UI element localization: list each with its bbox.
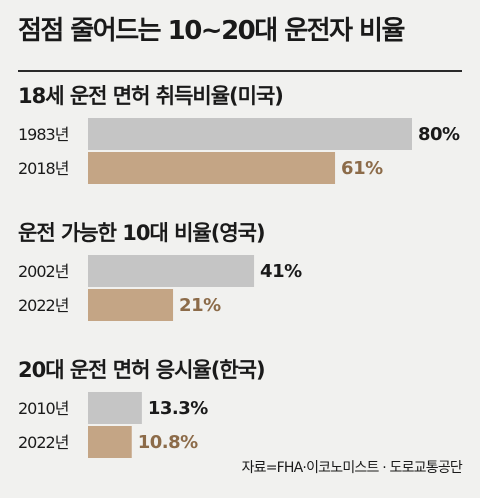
data-label: 80% xyxy=(418,124,460,145)
chart-title: 점점 줄어드는 10~20대 운전자 비율 xyxy=(18,16,405,46)
category-label: 2022년 xyxy=(18,296,69,315)
data-label: 13.3% xyxy=(148,398,208,419)
data-label: 41% xyxy=(260,261,302,282)
bar xyxy=(88,289,174,321)
category-label: 1983년 xyxy=(18,125,69,144)
source-note: 자료=FHA·이코노미스트 · 도로교통공단 xyxy=(241,460,463,476)
data-label: 10.8% xyxy=(138,432,198,453)
title-divider xyxy=(18,70,462,72)
data-label: 61% xyxy=(341,158,383,179)
category-label: 2010년 xyxy=(18,399,69,418)
bar xyxy=(88,426,132,458)
group-title: 20대 운전 면허 응시율(한국) xyxy=(18,358,265,382)
category-label: 2002년 xyxy=(18,262,69,281)
bar xyxy=(88,152,336,184)
bar xyxy=(88,118,412,150)
group-title: 운전 가능한 10대 비율(영국) xyxy=(18,221,265,245)
data-label: 21% xyxy=(179,295,221,316)
category-label: 2018년 xyxy=(18,159,69,178)
group-title: 18세 운전 면허 취득비율(미국) xyxy=(18,84,283,108)
bar xyxy=(88,255,255,287)
bar xyxy=(88,392,142,424)
category-label: 2022년 xyxy=(18,433,69,452)
